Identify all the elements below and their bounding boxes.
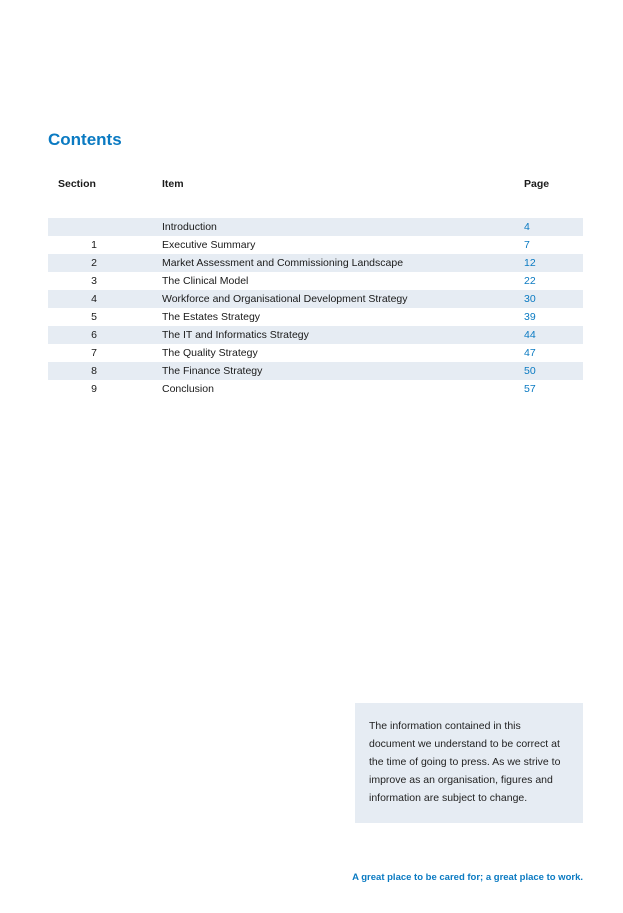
row-section: 4 [52, 290, 162, 308]
table-row: 9Conclusion57 [48, 380, 583, 398]
row-section [52, 218, 162, 236]
row-section: 6 [52, 326, 162, 344]
row-item: Workforce and Organisational Development… [162, 290, 524, 308]
header-section: Section [52, 178, 162, 190]
row-section: 3 [52, 272, 162, 290]
disclaimer-box: The information contained in this docume… [355, 703, 583, 823]
row-page[interactable]: 39 [524, 308, 579, 326]
row-section: 1 [52, 236, 162, 254]
table-row: 6The IT and Informatics Strategy44 [48, 326, 583, 344]
row-item: Introduction [162, 218, 524, 236]
row-section: 8 [52, 362, 162, 380]
table-row: 1Executive Summary7 [48, 236, 583, 254]
table-row: 8The Finance Strategy50 [48, 362, 583, 380]
table-body: Introduction41Executive Summary72Market … [48, 218, 583, 398]
table-row: 2Market Assessment and Commissioning Lan… [48, 254, 583, 272]
page-title: Contents [48, 130, 583, 150]
row-item: Conclusion [162, 380, 524, 398]
row-item: Market Assessment and Commissioning Land… [162, 254, 524, 272]
header-item: Item [162, 178, 524, 190]
header-page: Page [524, 178, 579, 190]
row-section: 2 [52, 254, 162, 272]
row-item: Executive Summary [162, 236, 524, 254]
row-page[interactable]: 30 [524, 290, 579, 308]
row-page[interactable]: 44 [524, 326, 579, 344]
row-page[interactable]: 50 [524, 362, 579, 380]
table-row: 7The Quality Strategy47 [48, 344, 583, 362]
row-item: The Quality Strategy [162, 344, 524, 362]
row-page[interactable]: 7 [524, 236, 579, 254]
table-row: 3The Clinical Model22 [48, 272, 583, 290]
row-section: 5 [52, 308, 162, 326]
table-row: 5The Estates Strategy39 [48, 308, 583, 326]
row-section: 7 [52, 344, 162, 362]
row-item: The IT and Informatics Strategy [162, 326, 524, 344]
row-item: The Finance Strategy [162, 362, 524, 380]
table-row: 4Workforce and Organisational Developmen… [48, 290, 583, 308]
table-row: Introduction4 [48, 218, 583, 236]
row-page[interactable]: 47 [524, 344, 579, 362]
row-item: The Clinical Model [162, 272, 524, 290]
row-page[interactable]: 57 [524, 380, 579, 398]
row-page[interactable]: 22 [524, 272, 579, 290]
row-section: 9 [52, 380, 162, 398]
table-header: Section Item Page [48, 178, 583, 218]
row-item: The Estates Strategy [162, 308, 524, 326]
row-page[interactable]: 12 [524, 254, 579, 272]
row-page[interactable]: 4 [524, 218, 579, 236]
footer-tagline: A great place to be cared for; a great p… [352, 872, 583, 883]
